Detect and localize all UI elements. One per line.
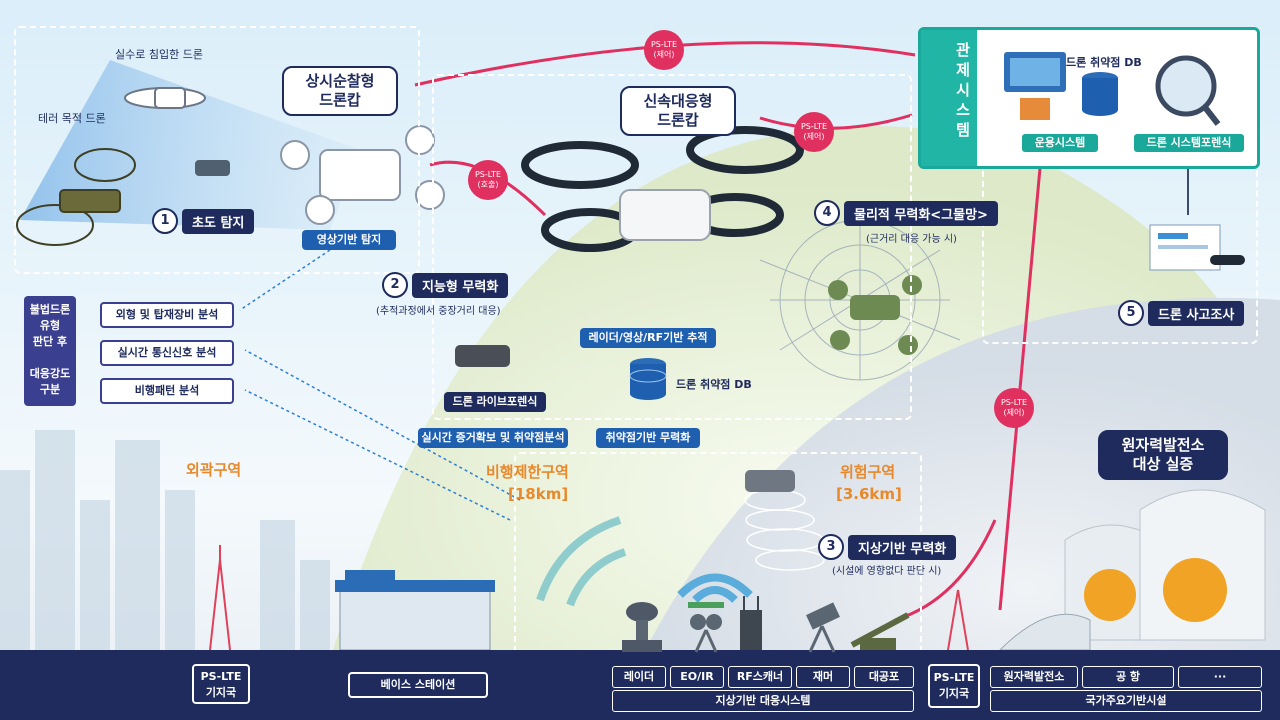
outer-zone-label: 외곽구역: [186, 461, 242, 479]
step-3-label: 지상기반 무력화: [848, 534, 957, 560]
realtime-evidence-tag: 실시간 증거확보 및 취약점분석: [418, 428, 568, 448]
step-4-label: 물리적 무력화<그물망>: [844, 200, 998, 226]
pslte-station-right: PS-LTE 기지국: [928, 664, 980, 708]
nuclear-plant: [1064, 489, 1266, 641]
rapid-drone-callout: 신속대응형 드론캅: [620, 86, 736, 136]
step-2-number: 2: [382, 272, 408, 298]
ground-equipment-icons: [622, 596, 910, 653]
video-detect-tag: 영상기반 탐지: [302, 230, 396, 250]
outer-detect-zone: [14, 26, 420, 274]
equipment-aa-gun: 대공포: [854, 666, 914, 688]
facility-airport: 공 항: [1082, 666, 1174, 688]
step-1: 1 초도 탐지: [152, 208, 255, 234]
radar-dish-icon: [622, 602, 662, 652]
base-station-building: [335, 570, 495, 651]
drone-forensic: [455, 345, 510, 367]
rapid-response-zone: [432, 74, 912, 420]
pslte-ctrl-badge-right: PS-LTE (제어): [994, 388, 1034, 428]
illegal-drone-judge-box: 불법드론 유형 판단 후 대응강도 구분: [24, 296, 76, 406]
drone-patrol: [280, 125, 445, 225]
control-system-title: 관제시스템: [956, 41, 970, 139]
drone-rapid-body: [619, 189, 711, 241]
analysis-links: [239, 249, 521, 521]
equipment-rf-scanner: RF스캐너: [728, 666, 792, 688]
step-3-number: 3: [818, 534, 844, 560]
terror-drone-label: 테러 목적 드론: [38, 112, 106, 125]
step-3-note: (시설에 영향없다 판단 시): [832, 566, 942, 577]
step-2-note: (추적과정에서 중장거리 대응): [376, 306, 501, 317]
pslte-tower-right: [947, 589, 969, 651]
step-3: 3 지상기반 무력화: [818, 534, 957, 560]
drone-small: [195, 160, 230, 176]
forensic-magnifier-icon: [1155, 55, 1221, 126]
drone-terror: [16, 148, 136, 246]
drone-netted: [828, 275, 922, 355]
equipment-eoir: EO/IR: [670, 666, 724, 688]
facility-group-label: 국가주요기반시설: [990, 690, 1262, 712]
restricted-zone-label: 비행제한구역: [486, 463, 569, 481]
tracking-tag: 레이더/영상/RF기반 추적: [580, 328, 716, 348]
danger-zone-label: 위험구역: [840, 463, 896, 481]
step-4: 4 물리적 무력화<그물망>: [814, 200, 998, 226]
vuln-neutralize-tag: 취약점기반 무력화: [596, 428, 700, 448]
step-2-label: 지능형 무력화: [412, 272, 509, 298]
ops-system-icon: [1004, 52, 1066, 120]
danger-zone-range: [3.6km]: [836, 485, 902, 503]
jamming-spiral: [744, 489, 825, 571]
pslte-ctrl-badge-top: PS-LTE (제어): [644, 30, 684, 70]
facility-nuclear: 원자력발전소: [990, 666, 1078, 688]
eoir-camera-icon: [688, 602, 724, 653]
accidental-drone-label: 실수로 침입한 드론: [115, 48, 203, 61]
analysis-appearance: 외형 및 탑재장비 분석: [100, 302, 234, 328]
analysis-signal: 실시간 통신신호 분석: [100, 340, 234, 366]
city-skyline: [0, 430, 330, 660]
jammer-icon: [806, 602, 840, 653]
facility-more: ···: [1178, 666, 1262, 688]
signal-waves: [536, 516, 753, 607]
equipment-radar: 레이더: [612, 666, 666, 688]
vuln-db-label: 드론 취약점 DB: [676, 378, 752, 391]
rf-scanner-icon: [740, 596, 762, 650]
restricted-zone-range: [18km]: [508, 485, 569, 503]
step-4-note: (근거리 대응 가능 시): [866, 234, 957, 245]
step-5-number: 5: [1118, 300, 1144, 326]
pslte-ctrl-badge-mid: PS-LTE (제어): [794, 112, 834, 152]
drone-accidental: [124, 87, 206, 109]
airport: [998, 613, 1091, 651]
base-station-label: 베이스 스테이션: [348, 672, 488, 698]
step-1-number: 1: [152, 208, 178, 234]
nuclear-callout: 원자력발전소 대상 실증: [1098, 430, 1228, 480]
analysis-flight-pattern: 비행패턴 분석: [100, 378, 234, 404]
pslte-station-left: PS-LTE 기지국: [192, 664, 250, 704]
ops-system-tag: 운용시스템: [1022, 134, 1098, 152]
drone-ground-target: [745, 470, 795, 492]
control-db-icon: [1082, 72, 1118, 116]
live-forensic-tag: 드론 라이브포렌식: [444, 392, 546, 412]
pslte-tower-left: [209, 545, 231, 651]
step-2: 2 지능형 무력화: [382, 272, 509, 298]
detection-beam: [20, 60, 360, 230]
control-tower-strip: [921, 30, 977, 166]
step-5: 5 드론 사고조사: [1118, 300, 1245, 326]
ground-system-label: 지상기반 대응시스템: [612, 690, 914, 712]
forensic-system-tag: 드론 시스템포렌식: [1134, 134, 1244, 152]
aa-gun-icon: [850, 612, 910, 650]
patrol-drone-callout: 상시순찰형 드론캅: [282, 66, 398, 116]
pslte-call-badge: PS-LTE (호출): [468, 160, 508, 200]
step-4-number: 4: [814, 200, 840, 226]
step-1-label: 초도 탐지: [182, 208, 255, 234]
forensic-report-icon: [1149, 224, 1245, 271]
db-icon: [629, 358, 667, 400]
control-db-label: 드론 취약점 DB: [1066, 56, 1142, 69]
equipment-jammer: 재머: [796, 666, 850, 688]
step-5-label: 드론 사고조사: [1148, 300, 1245, 326]
